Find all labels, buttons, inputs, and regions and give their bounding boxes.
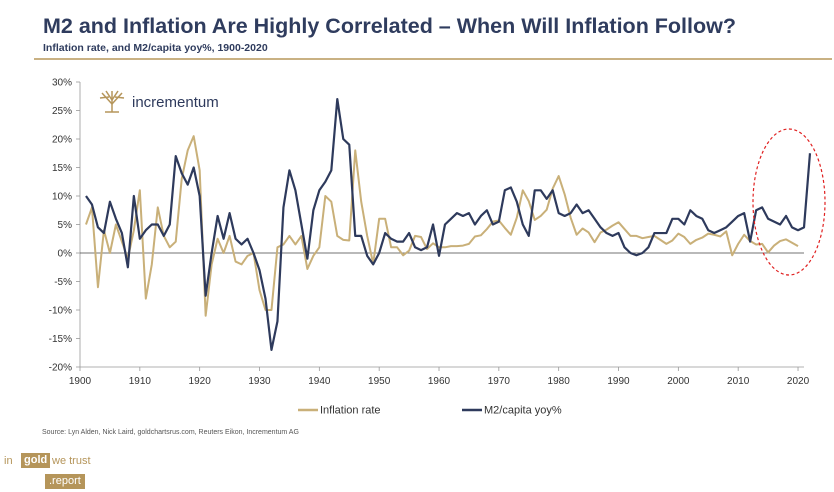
title-divider — [34, 58, 832, 60]
brand-report: .report — [45, 474, 85, 489]
brand-gold: gold — [21, 453, 51, 468]
y-tick-label: 30% — [52, 78, 72, 89]
y-tick-label: -10% — [49, 306, 72, 317]
x-tick-label: 1990 — [607, 376, 630, 387]
y-tick-label: 25% — [52, 106, 72, 117]
legend-label-m2-capita-yoy: M2/capita yoy% — [484, 405, 562, 417]
incrementum-logo: incrementum — [99, 90, 219, 113]
series-line-inflation-rate — [85, 135, 799, 317]
brand-we-trust: we trust — [52, 455, 91, 467]
legend-label-inflation-rate: Inflation rate — [320, 405, 381, 417]
x-tick-label: 1950 — [368, 376, 391, 387]
x-tick-label: 1940 — [308, 376, 331, 387]
y-tick-label: 5% — [58, 220, 73, 231]
x-tick-label: 1970 — [488, 376, 511, 387]
y-tick-label: -15% — [49, 334, 72, 345]
series-line-m2-capita-yoy — [85, 97, 812, 351]
brand-in: in — [4, 455, 13, 467]
x-tick-label: 2010 — [727, 376, 750, 387]
y-tick-label: 20% — [52, 135, 72, 146]
x-tick-label: 1900 — [69, 376, 92, 387]
x-tick-label: 1920 — [189, 376, 212, 387]
logo-text: incrementum — [132, 94, 219, 111]
y-tick-label: -5% — [54, 277, 72, 288]
x-tick-label: 1930 — [248, 376, 271, 387]
x-tick-label: 1980 — [548, 376, 571, 387]
source-note: Source: Lyn Alden, Nick Laird, goldchart… — [42, 429, 299, 436]
in-gold-we-trust-logo: in gold we trust .report — [4, 452, 134, 492]
x-tick-label: 2000 — [667, 376, 690, 387]
highlight-ellipse — [752, 128, 826, 276]
page-title: M2 and Inflation Are Highly Correlated –… — [43, 14, 736, 38]
y-tick-label: 10% — [52, 192, 72, 203]
x-tick-label: 1960 — [428, 376, 451, 387]
y-tick-label: -20% — [49, 363, 72, 374]
tree-icon — [99, 90, 125, 113]
y-tick-label: 0% — [58, 249, 73, 260]
page-subtitle: Inflation rate, and M2/capita yoy%, 1900… — [43, 42, 268, 54]
x-tick-label: 1910 — [129, 376, 152, 387]
x-tick-label: 2020 — [787, 376, 810, 387]
line-chart: incrementum -20% -15% -10% -5% 0% 5% 10% 15% 20%… — [49, 78, 826, 417]
y-tick-label: 15% — [52, 163, 72, 174]
